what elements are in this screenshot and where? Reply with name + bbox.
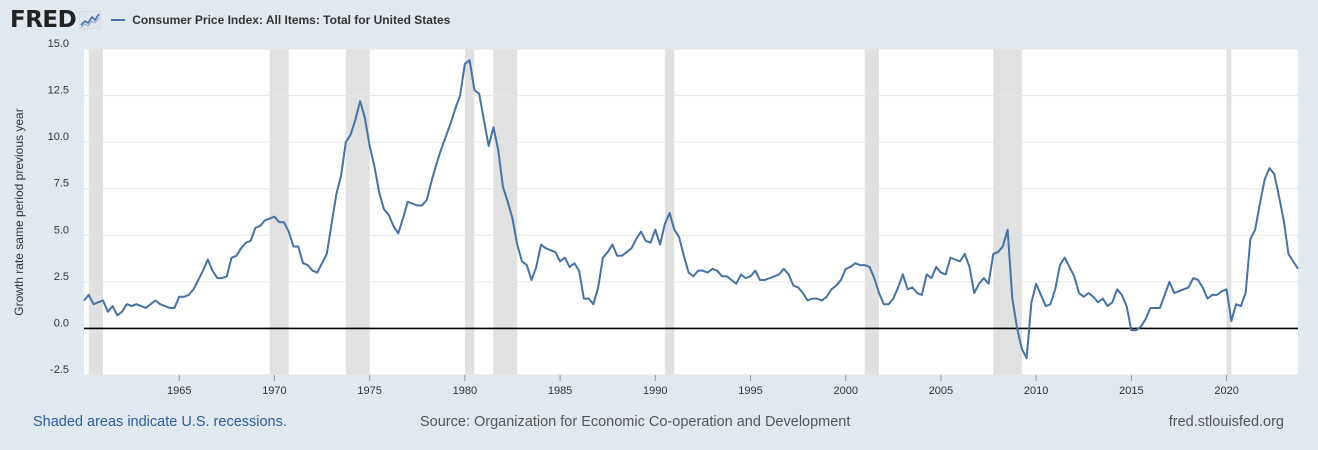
source-note: Source: Organization for Economic Co-ope… — [420, 414, 851, 430]
recessions-note[interactable]: Shaded areas indicate U.S. recessions. — [33, 414, 287, 430]
y-tick-label: 2.5 — [54, 271, 69, 283]
recession-band — [864, 49, 880, 375]
y-tick-label: 12.5 — [48, 85, 69, 97]
recession-band — [345, 49, 370, 375]
x-axis-ticks: 1965 1970 1975 1980 1985 1990 1995 2000 2005 2010… — [167, 385, 1239, 397]
fred-url[interactable]: fred.stlouisfed.org — [1168, 414, 1284, 430]
x-tick-label: 1965 — [167, 385, 191, 397]
recession-band — [1226, 49, 1232, 375]
x-tick-label: 1970 — [262, 385, 286, 397]
x-tick-label: 1990 — [643, 385, 667, 397]
x-tick-label: 1975 — [357, 385, 381, 397]
recession-band — [88, 49, 104, 375]
recession-band — [269, 49, 289, 375]
chart-header: FRED Consumer Price Index: All Items: To… — [10, 6, 450, 34]
x-tick-label: 1980 — [453, 385, 477, 397]
series-legend-label: Consumer Price Index: All Items: Total f… — [132, 13, 451, 27]
grid-lines — [84, 48, 1298, 381]
x-tick-label: 2005 — [929, 385, 953, 397]
y-tick-label: 10.0 — [48, 131, 69, 143]
plot-area — [84, 49, 1298, 375]
y-tick-label: 0.0 — [54, 317, 69, 329]
recession-band — [464, 49, 475, 375]
x-tick-label: 2015 — [1119, 385, 1143, 397]
x-tick-label: 2020 — [1214, 385, 1238, 397]
fred-logo[interactable]: FRED — [10, 7, 77, 33]
recession-band — [493, 49, 518, 375]
cpi-series-line — [83, 59, 1299, 360]
x-tick-label: 1985 — [548, 385, 572, 397]
x-tick-label: 1995 — [738, 385, 762, 397]
y-axis-label: Growth rate same period previous year — [12, 108, 26, 315]
y-axis-ticks: 15.0 12.5 10.0 7.5 5.0 2.5 0.0 -2.5 — [48, 38, 69, 376]
y-tick-label: 7.5 — [54, 178, 69, 190]
y-tick-label: -2.5 — [50, 364, 69, 376]
y-tick-label: 5.0 — [54, 224, 69, 236]
series-legend-swatch — [111, 19, 126, 21]
x-tick-label: 2000 — [833, 385, 857, 397]
recession-band — [993, 49, 1022, 375]
y-tick-label: 15.0 — [48, 38, 69, 50]
sparkline-chart-icon — [79, 11, 102, 29]
x-tick-label: 2010 — [1024, 385, 1048, 397]
cpi-growth-chart: 15.0 12.5 10.0 7.5 5.0 2.5 0.0 -2.5 1965 1970 197… — [12, 38, 1299, 397]
